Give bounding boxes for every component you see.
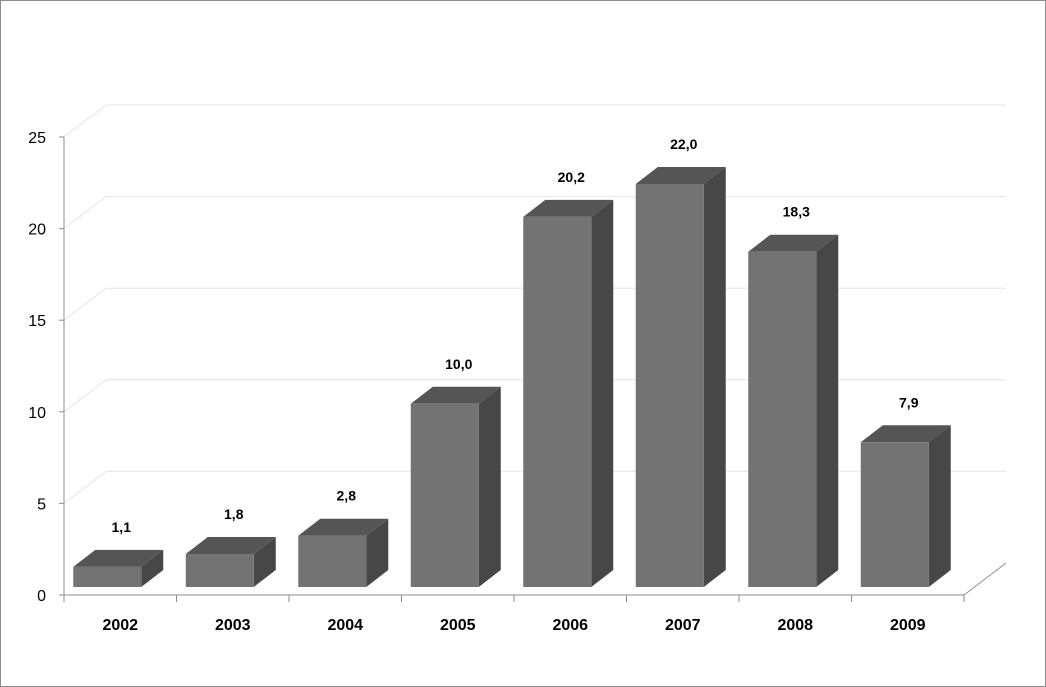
gridline-depth [63, 287, 107, 321]
bar-side-face [816, 234, 839, 587]
bar-side-face [253, 537, 276, 587]
x-tick-label-2002: 2002 [102, 617, 138, 634]
bar-2003 [185, 537, 276, 587]
x-tick-label-2005: 2005 [440, 617, 476, 634]
x-tick-label-2006: 2006 [552, 617, 588, 634]
x-tick-label-2003: 2003 [215, 617, 251, 634]
data-label-2008: 18,3 [783, 204, 810, 220]
bar-2005 [410, 386, 501, 587]
bars [73, 166, 951, 587]
bar-top-face [523, 199, 614, 217]
bar-front-face [298, 535, 367, 587]
bar-front-face [748, 251, 817, 587]
bar-side-face [703, 166, 726, 587]
data-label-2004: 2,8 [337, 488, 357, 504]
bar-front-face [185, 554, 254, 587]
data-labels: 1,1 2002 1,8 2003 2,8 2004 10,0 2005 20,2 2006 22,… [102, 136, 925, 634]
bar-side-face [366, 518, 389, 587]
y-tick-label: 20 [28, 222, 46, 239]
bar-top-face [410, 386, 501, 404]
bar-front-face [410, 403, 479, 587]
bar-2006 [523, 199, 614, 587]
data-label-2005: 10,0 [445, 356, 472, 372]
y-tick-label: 10 [28, 405, 46, 422]
x-tick-label-2009: 2009 [890, 617, 926, 634]
gridline-depth [63, 379, 107, 413]
bar-2002 [73, 549, 164, 587]
x-tick-label-2007: 2007 [665, 617, 701, 634]
bar-side-face [141, 549, 164, 587]
y-tick-label: 15 [28, 313, 46, 330]
data-label-2006: 20,2 [558, 169, 585, 185]
bar-top-face [635, 166, 726, 184]
data-label-2007: 22,0 [670, 136, 697, 152]
bar-front-face [635, 183, 704, 587]
bar-top-face [298, 518, 389, 536]
bar-top-face [73, 549, 164, 567]
floor-edge [963, 562, 1007, 596]
y-tick-label: 0 [37, 588, 46, 605]
data-label-2009: 7,9 [899, 394, 919, 410]
bar-2009 [860, 425, 951, 587]
bar-side-face [591, 199, 614, 587]
bar-top-face [748, 234, 839, 252]
bar-2007 [635, 166, 726, 587]
bar-top-face [860, 425, 951, 443]
x-tick-label-2004: 2004 [327, 617, 363, 634]
bar-side-face [478, 386, 501, 587]
data-label-2002: 1,1 [112, 519, 132, 535]
bar-top-face [185, 537, 276, 555]
bar-side-face [928, 425, 951, 587]
x-tick-label-2008: 2008 [777, 617, 813, 634]
gridline-depth [63, 104, 107, 138]
gridline-depth [63, 471, 107, 504]
bar-2004 [298, 518, 389, 587]
data-label-2003: 1,8 [224, 506, 244, 522]
y-tick-label: 25 [28, 130, 46, 147]
bar-front-face [860, 442, 929, 587]
y-tick-label: 5 [37, 496, 46, 513]
axes: 0 5 10 15 20 25 [28, 130, 1007, 605]
bar-front-face [523, 216, 592, 587]
gridline-depth [63, 196, 107, 229]
bar-front-face [73, 566, 142, 587]
bar-2008 [748, 234, 839, 587]
